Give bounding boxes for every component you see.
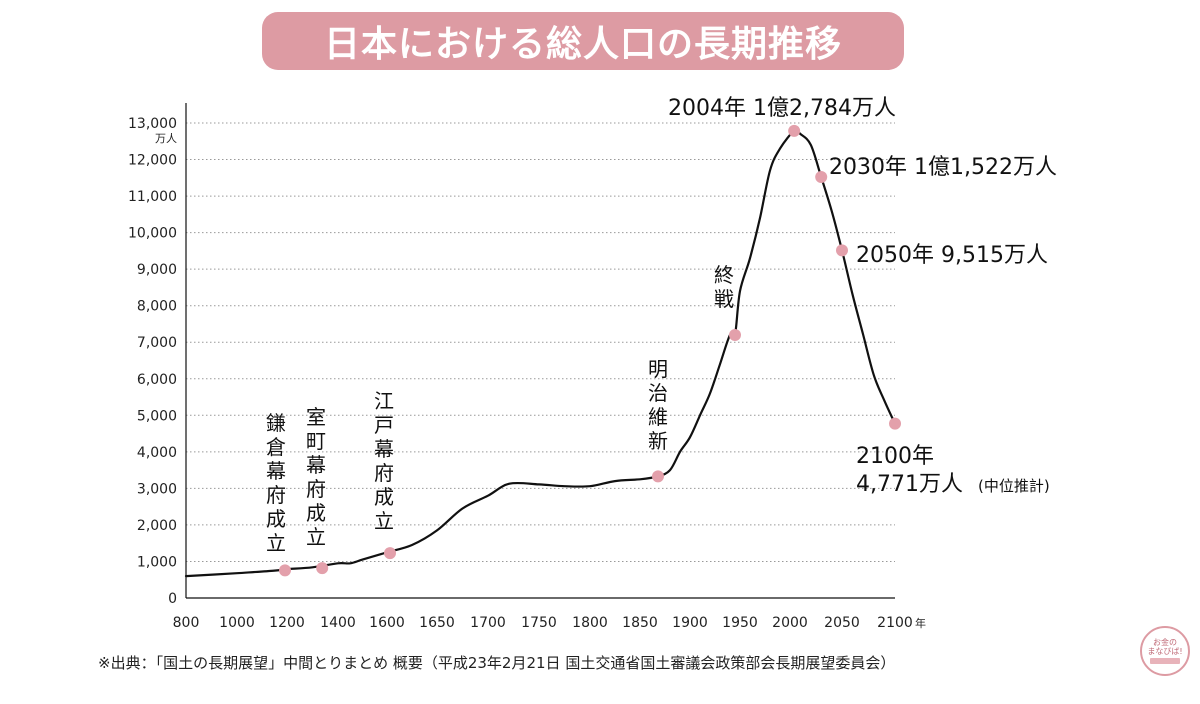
x-tick-label: 2100 [877, 615, 913, 631]
x-unit-label: 年 [915, 616, 926, 630]
x-tick-label: 1600 [369, 615, 405, 631]
x-tick-label: 1400 [320, 615, 356, 631]
y-tick-label: 4,000 [137, 445, 177, 461]
logo-text-line1: お金の [1153, 638, 1177, 647]
y-tick-label: 10,000 [128, 226, 177, 242]
y-tick-label: 7,000 [137, 335, 177, 351]
y-tick-label: 3,000 [137, 481, 177, 497]
x-tick-label: 2000 [772, 615, 808, 631]
y-tick-label: 0 [168, 591, 177, 607]
data-label: 4,771万人 [856, 472, 963, 497]
chart-title: 日本における総人口の長期推移 [323, 24, 842, 65]
y-tick-label: 11,000 [128, 189, 177, 205]
logo-text-line2: まなびば! [1147, 647, 1183, 656]
event-marker [279, 564, 291, 577]
source-note: ※出典：「国土の長期展望」中間とりまとめ 概要（平成23年2月21日 国土交通省… [98, 654, 896, 672]
event-marker [729, 328, 741, 341]
data-label: 2030年 1億1,522万人 [829, 155, 1057, 180]
y-tick-label: 9,000 [137, 262, 177, 278]
event-label: 明治維新 [648, 357, 669, 453]
event-marker [316, 562, 329, 575]
population-series-line [184, 128, 897, 578]
logo-house-icon [1150, 658, 1180, 664]
event-label: 室町幕府成立 [306, 405, 327, 549]
chart-title-banner: 日本における総人口の長期推移 [262, 12, 904, 70]
event-marker [788, 124, 801, 137]
y-tick-label: 5,000 [137, 408, 177, 424]
y-tick-label: 6,000 [137, 372, 177, 388]
x-tick-label: 1700 [470, 615, 506, 631]
x-tick-label: 1750 [521, 615, 557, 631]
event-marker [652, 470, 664, 483]
x-tick-label: 1800 [572, 615, 608, 631]
x-tick-label: 1850 [622, 615, 658, 631]
data-label: 2100年 [856, 444, 934, 469]
y-tick-label: 8,000 [137, 299, 177, 315]
y-tick-label: 12,000 [128, 153, 177, 169]
event-label: 江戸幕府成立 [374, 389, 395, 533]
site-logo: お金の まなびば! [1140, 626, 1190, 676]
event-marker [815, 171, 828, 184]
event-marker [384, 547, 396, 560]
x-tick-label: 1000 [219, 615, 255, 631]
event-marker [836, 244, 848, 257]
x-tick-label: 1200 [269, 615, 305, 631]
y-tick-label: 2,000 [137, 518, 177, 534]
event-label: 鎌倉幕府成立 [266, 411, 287, 555]
x-tick-label: 2050 [824, 615, 860, 631]
data-label: 2004年 1億2,784万人 [668, 96, 896, 121]
data-label: 2050年 9,515万人 [856, 243, 1048, 268]
event-marker [889, 417, 901, 430]
event-label: 終戦 [714, 263, 735, 311]
y-unit-label: 万人 [155, 132, 177, 145]
y-tick-label: 13,000 [128, 116, 177, 132]
x-tick-label: 1950 [722, 615, 758, 631]
data-note: (中位推計) [978, 477, 1050, 495]
x-tick-label: 1900 [672, 615, 708, 631]
x-tick-label: 800 [173, 615, 200, 631]
y-tick-label: 1,000 [137, 554, 177, 570]
x-tick-label: 1650 [419, 615, 455, 631]
